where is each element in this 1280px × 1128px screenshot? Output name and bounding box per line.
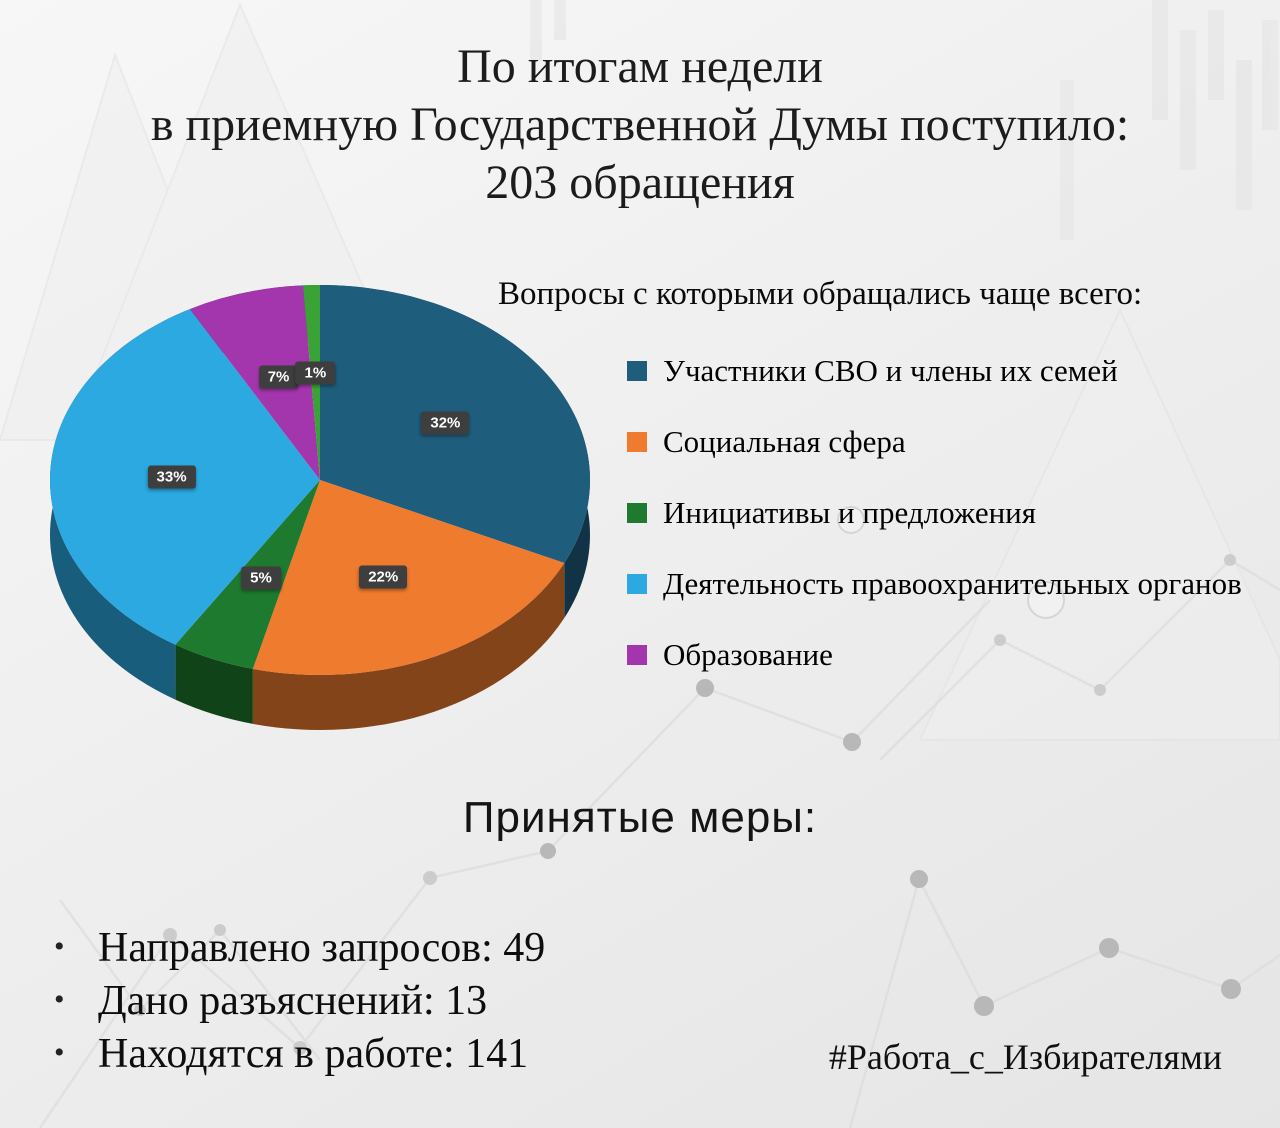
bullet-dot-icon: • — [54, 983, 65, 1016]
chart-legend: Участники СВО и члены их семей Социальна… — [627, 352, 1242, 707]
legend-swatch-icon — [627, 360, 647, 381]
hashtag: #Работа_с_Избирателями — [828, 1037, 1222, 1077]
bullet-dot-icon: • — [54, 1036, 65, 1069]
percent-label-3: 33% — [147, 465, 196, 489]
percent-label-1: 22% — [359, 565, 408, 589]
bullet-dot-icon: • — [54, 930, 65, 963]
legend-item-initiatives: Инициативы и предложения — [627, 494, 1242, 531]
legend-label: Участники СВО и члены их семей — [663, 352, 1118, 388]
title-line-2: в приемную Государственной Думы поступил… — [150, 98, 1130, 151]
pie-chart-labels: 32% 22% 5% 33% 7% 1% — [0, 252, 640, 762]
legend-swatch-icon — [627, 644, 647, 665]
legend-label: Деятельность правоохранительных органов — [663, 565, 1242, 601]
measures-heading: Принятые меры: — [462, 793, 818, 842]
percent-label-0: 32% — [421, 411, 470, 435]
measure-item-requests: • Направлено запросов: 49 — [50, 922, 545, 975]
legend-item-education: Образование — [627, 636, 1242, 673]
page-title: По итогам недели в приемную Государствен… — [0, 38, 1280, 212]
legend-swatch-icon — [627, 431, 647, 452]
measure-text: Дано разъяснений: 13 — [98, 978, 488, 1024]
legend-swatch-icon — [627, 573, 647, 594]
percent-label-5: 1% — [295, 361, 336, 385]
measure-text: Направлено запросов: 49 — [98, 925, 546, 971]
legend-item-svo: Участники СВО и члены их семей — [627, 352, 1242, 389]
legend-label: Образование — [663, 636, 833, 672]
pie-slice-4 — [189, 285, 320, 480]
legend-item-law-enforcement: Деятельность правоохранительных органов — [627, 565, 1242, 602]
percent-label-2: 5% — [241, 566, 281, 590]
pie-slice-side-1 — [252, 563, 565, 730]
pie-slice-side-2 — [175, 644, 253, 724]
legend-item-social: Социальная сфера — [627, 423, 1242, 460]
measure-item-clarifications: • Дано разъяснений: 13 — [50, 975, 545, 1028]
legend-label: Инициативы и предложения — [663, 494, 1037, 530]
legend-heading: Вопросы с которыми обращались чаще всего… — [498, 276, 1143, 312]
legend-swatch-icon — [627, 502, 647, 523]
measure-item-in-progress: • Находятся в работе: 141 — [50, 1028, 545, 1081]
title-line-1: По итогам недели — [457, 40, 823, 93]
measures-list: • Направлено запросов: 49 • Дано разъяснен… — [50, 922, 545, 1081]
pie-slice-1 — [252, 480, 565, 675]
percent-label-4: 7% — [258, 365, 299, 389]
legend-label: Социальная сфера — [663, 423, 906, 459]
measure-text: Находятся в работе: 141 — [98, 1031, 529, 1077]
title-line-3: 203 обращения — [485, 156, 795, 209]
pie-chart: 32% 22% 5% 33% 7% 1% — [0, 252, 640, 762]
